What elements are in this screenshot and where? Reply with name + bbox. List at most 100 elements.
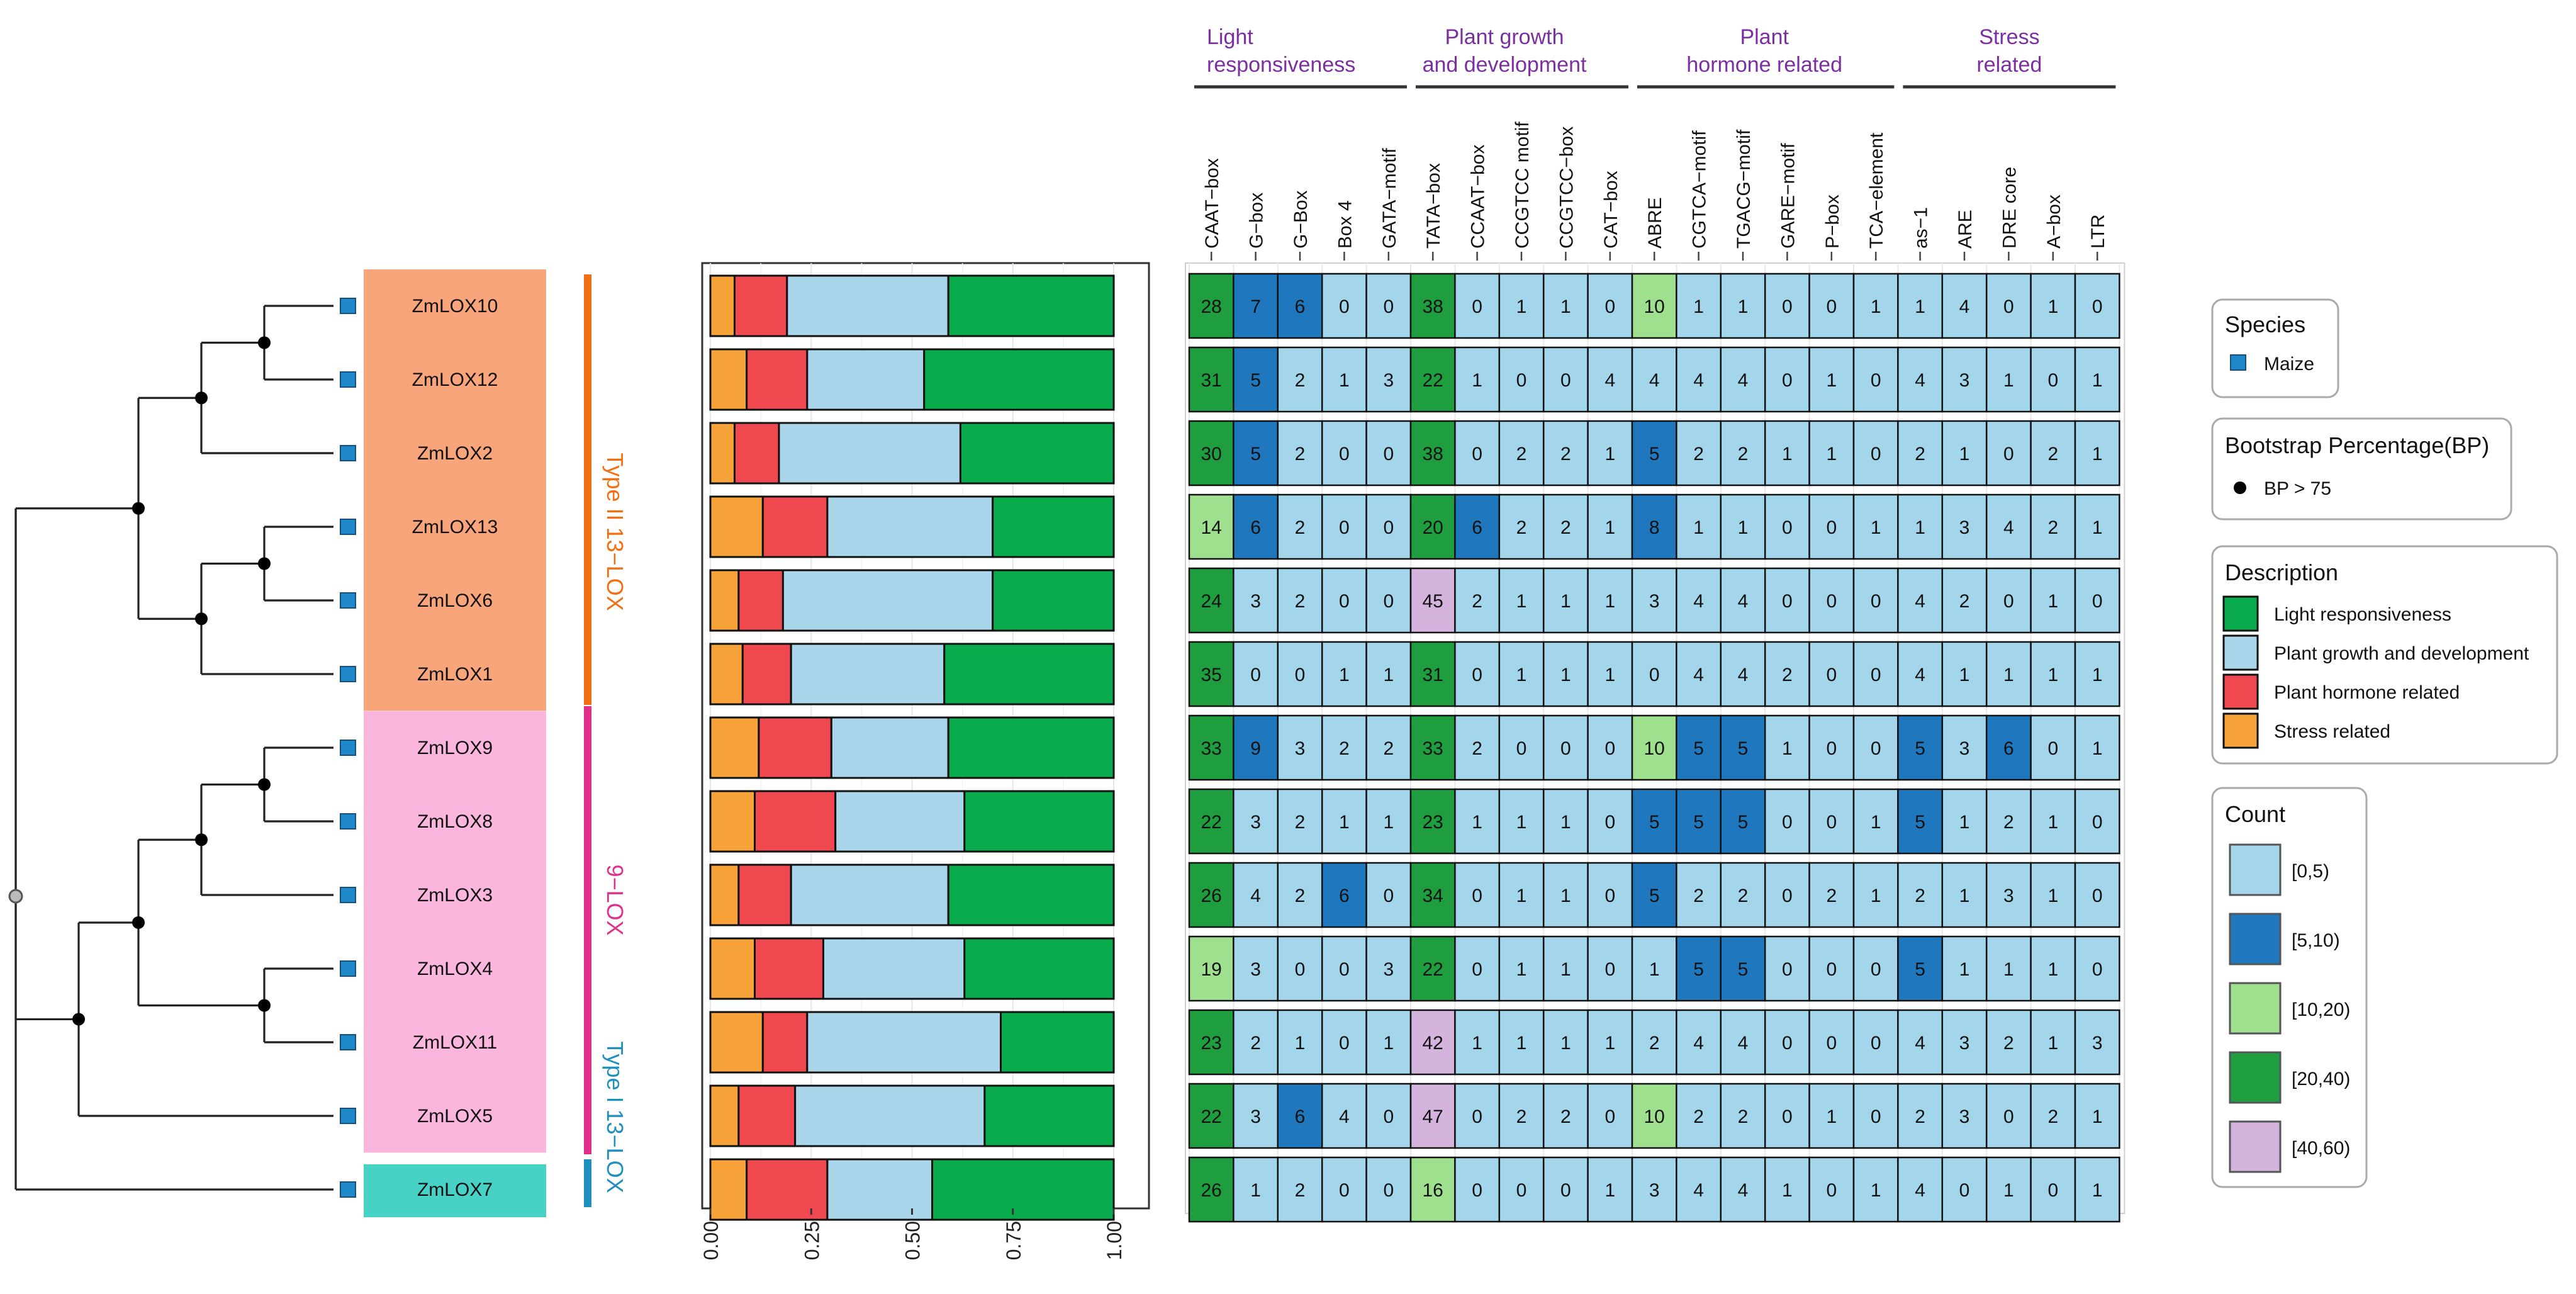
heatmap-cell-value: 4 [1915, 591, 1925, 612]
heatmap-cell-value: 1 [2092, 517, 2103, 538]
heatmap-cell-value: 2 [1339, 738, 1350, 759]
heatmap-cell-value: 5 [1915, 738, 1925, 759]
heatmap-cell-value: 1 [1516, 886, 1527, 906]
heatmap-cell-value: 0 [1472, 1106, 1482, 1127]
heatmap-cell [1498, 788, 1545, 855]
heatmap-cell [1498, 273, 1545, 339]
heatmap-cell-value: 1 [1649, 959, 1660, 980]
heatmap-cell [2074, 862, 2120, 928]
heatmap-cell [1676, 1156, 1722, 1223]
heatmap-cell [1587, 420, 1633, 487]
heatmap-cell-value: 1 [1516, 1033, 1527, 1054]
heatmap-cell [1188, 862, 1235, 928]
heatmap-cell-value: 3 [2003, 886, 2014, 906]
heatmap-cell [1277, 935, 1323, 1002]
stacked-bar-stress-related [709, 716, 760, 779]
species-marker-maize [340, 813, 356, 830]
heatmap-cell [1542, 346, 1589, 413]
heatmap-cell-value: 5 [1693, 959, 1704, 980]
heatmap-cell-value: 2 [1915, 1106, 1925, 1127]
column-label-tca-element: TCA−element [1866, 132, 1887, 249]
column-label-ccgtcc-motif: CCGTCC motif [1512, 121, 1533, 249]
heatmap-cell-value: 3 [1649, 1180, 1660, 1201]
heatmap-cell [1365, 420, 1412, 487]
heatmap-cell-value: 4 [1339, 1106, 1350, 1127]
heatmap-cell-value: 34 [1423, 886, 1443, 906]
heatmap-cell-value: 4 [1738, 665, 1749, 685]
heatmap-cell [1720, 273, 1766, 339]
heatmap-cell-value: 4 [1250, 886, 1261, 906]
heatmap-cell-value: 3 [1649, 591, 1660, 612]
heatmap-cell-value: 1 [1604, 1180, 1615, 1201]
stacked-bar-light-responsiveness [947, 274, 1115, 337]
heatmap-cell-value: 5 [1649, 886, 1660, 906]
heatmap-cell-value: 1 [1782, 444, 1793, 464]
stacked-bar-plant-growth-and-development [822, 937, 966, 1000]
heatmap-cell-value: 0 [1516, 1180, 1527, 1201]
heatmap-cell-value: 2 [1472, 738, 1482, 759]
heatmap-cell [1941, 788, 1988, 855]
heatmap-cell-value: 1 [1560, 665, 1571, 685]
stacked-bar-stress-related [709, 864, 740, 926]
column-label-g-box: G−box [1246, 193, 1267, 249]
heatmap-cell-value: 0 [1782, 959, 1793, 980]
species-marker-maize [340, 592, 356, 609]
heatmap-cell-value: 10 [1644, 738, 1665, 759]
heatmap-cell [1808, 567, 1855, 634]
heatmap-cell-value: 0 [1472, 296, 1482, 317]
heatmap-cell-value: 0 [1604, 959, 1615, 980]
stacked-bar-plant-growth-and-development [806, 348, 926, 411]
heatmap-cell-value: 3 [1250, 959, 1261, 980]
heatmap-cell [1587, 1156, 1633, 1223]
stacked-bar-plant-growth-and-development [786, 274, 949, 337]
heatmap-cell-value: 5 [1649, 444, 1660, 464]
heatmap-cell [2030, 346, 2076, 413]
heatmap-cell-value: 1 [1560, 591, 1571, 612]
heatmap-cell [2074, 273, 2120, 339]
heatmap-cell-value: 1 [1339, 370, 1350, 391]
heatmap-cell [1188, 567, 1235, 634]
heatmap-cell-value: 0 [1560, 1180, 1571, 1201]
heatmap-cell-value: 1 [2092, 738, 2103, 759]
species-marker-maize [340, 887, 356, 903]
heatmap-cell-value: 0 [1339, 296, 1350, 317]
column-label-are: ARE [1955, 210, 1976, 249]
heatmap-cell-value: 0 [1472, 444, 1482, 464]
stacked-bar-stress-related [709, 274, 736, 337]
heatmap-cell [1321, 935, 1367, 1002]
heatmap-cell-value: 6 [1295, 296, 1306, 317]
heatmap-cell-value: 1 [1915, 296, 1925, 317]
heatmap-cell-value: 7 [1250, 296, 1261, 317]
heatmap-cell [1808, 641, 1855, 707]
column-label-g-box: G−Box [1291, 190, 1311, 249]
heatmap-cell-value: 5 [1649, 812, 1660, 833]
group-header-label: Plant [1740, 25, 1789, 49]
stacked-bar-stress-related [709, 937, 756, 1000]
stacked-bar-light-responsiveness [947, 864, 1115, 926]
heatmap-cell-value: 4 [1693, 1033, 1704, 1054]
heatmap-cell-value: 0 [2092, 296, 2103, 317]
heatmap-cell [1631, 862, 1677, 928]
column-label-a-box: A−box [2044, 194, 2064, 249]
heatmap-cell-value: 4 [1649, 370, 1660, 391]
heatmap-cell [1587, 935, 1633, 1002]
group-header-label: and development [1423, 53, 1587, 77]
heatmap-cell [2074, 420, 2120, 487]
group-header-label: Plant growth [1445, 25, 1564, 49]
heatmap-cell-value: 0 [1871, 959, 1881, 980]
stacked-bar-light-responsiveness [963, 937, 1115, 1000]
heatmap-cell-value: 1 [1560, 296, 1571, 317]
heatmap-cell [1764, 1083, 1810, 1149]
heatmap-cell-value: 1 [1959, 812, 1970, 833]
heatmap-cell [1941, 1156, 1988, 1223]
x-tick-label: 1.00 [1103, 1221, 1126, 1260]
heatmap-cell-value: 38 [1423, 444, 1443, 464]
stacked-bar-plant-hormone-related [754, 790, 837, 853]
heatmap-cell [1233, 788, 1279, 855]
heatmap-cell-value: 35 [1201, 665, 1222, 685]
heatmap-cell [1985, 273, 2032, 339]
heatmap-cell [1676, 493, 1722, 560]
heatmap-cell [1587, 788, 1633, 855]
heatmap-cell-value: 0 [1871, 591, 1881, 612]
heatmap-cell-value: 2 [1738, 444, 1749, 464]
